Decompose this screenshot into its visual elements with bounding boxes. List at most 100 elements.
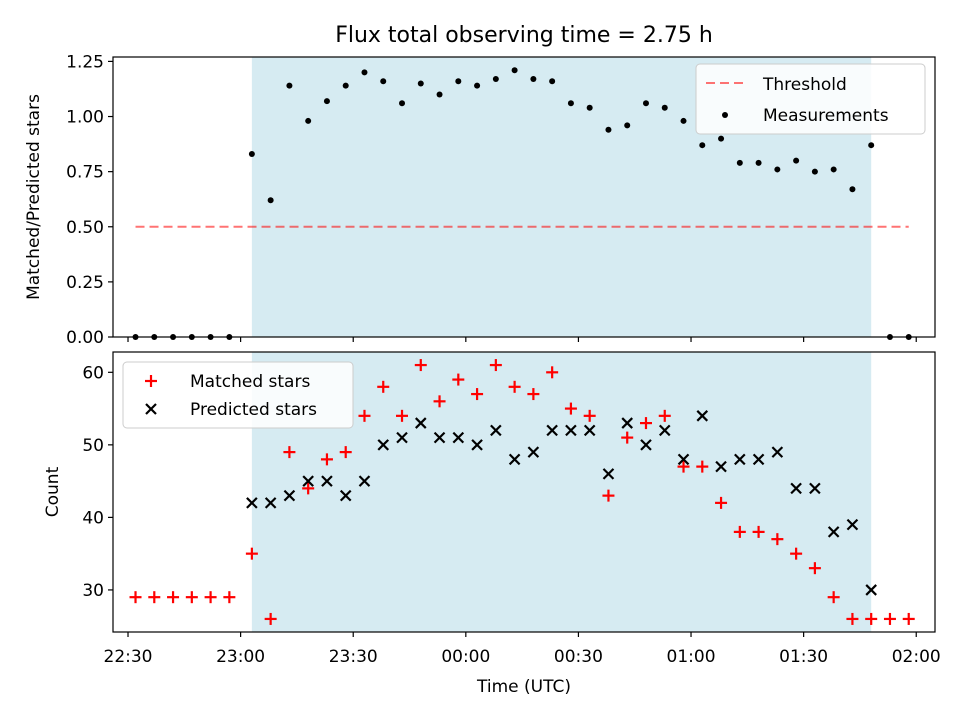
measurement-point — [474, 82, 481, 89]
predicted-star-point — [246, 497, 258, 509]
legend-predicted-label: Predicted stars — [190, 400, 317, 420]
measurement-point — [305, 117, 312, 124]
predicted-star-point — [471, 439, 483, 451]
predicted-star-point — [302, 475, 314, 487]
matched-star-point — [696, 460, 709, 473]
matched-star-point — [752, 525, 765, 538]
matched-star-point — [396, 409, 409, 422]
predicted-star-point — [715, 460, 727, 473]
matched-star-point — [583, 409, 596, 422]
measurement-point — [267, 197, 274, 204]
y-tick-label: 1.00 — [66, 108, 104, 128]
measurement-point — [811, 168, 818, 175]
matched-star-point — [452, 373, 465, 386]
legend-measurements-label: Measurements — [763, 106, 889, 126]
bottom-series — [129, 359, 915, 625]
predicted-star-point — [546, 424, 558, 437]
bottom-shaded-span — [251, 352, 872, 632]
predicted-star-point — [583, 424, 596, 437]
matched-star-point — [827, 591, 840, 604]
x-tick-label: 00:30 — [554, 647, 603, 667]
predicted-star-point — [771, 446, 784, 458]
predicted-star-point — [415, 417, 427, 429]
matched-star-point — [715, 496, 728, 509]
top-legend-box — [695, 63, 926, 135]
measurement-point — [549, 78, 556, 85]
matched-star-point — [339, 446, 352, 459]
measurement-point — [342, 82, 349, 89]
matched-star-point — [771, 533, 784, 546]
measurement-point — [718, 135, 725, 142]
measurement-point — [586, 104, 593, 111]
measurement-point — [361, 69, 368, 76]
x-tick-label: 01:30 — [779, 647, 828, 667]
matched-star-point — [733, 525, 746, 538]
measurement-point — [436, 91, 443, 98]
bottom-y-ticks: 30 40 50 60 — [82, 363, 113, 601]
measurement-point — [323, 98, 330, 105]
predicted-star-point — [339, 489, 352, 502]
measurement-point — [774, 166, 781, 173]
predicted-star-point — [621, 417, 633, 429]
measurement-point — [567, 100, 574, 107]
matched-star-point — [546, 366, 559, 379]
chart-title: Flux total observing time = 2.75 h — [335, 23, 713, 48]
matched-star-point — [264, 612, 277, 625]
predicted-star-point — [264, 497, 277, 509]
measurement-point — [380, 78, 387, 85]
predicted-star-point — [658, 424, 671, 437]
x-tick-label: 00:00 — [441, 647, 490, 667]
legend-matched-swatch — [145, 375, 157, 387]
bottom-y-axis-label: Count — [43, 466, 63, 517]
y-tick-label: 60 — [82, 363, 104, 383]
predicted-star-point — [377, 439, 390, 451]
matched-star-point — [283, 446, 296, 459]
measurement-point — [849, 186, 856, 193]
predicted-star-point — [846, 518, 859, 531]
matched-star-point — [414, 359, 427, 372]
legend-measurements-swatch — [722, 112, 728, 118]
x-tick-label: 23:00 — [216, 647, 265, 667]
matched-star-point — [204, 591, 217, 604]
top-y-axis-label: Matched/Predicted stars — [24, 94, 44, 300]
x-tick-label: 01:00 — [667, 647, 716, 667]
measurement-point — [417, 80, 424, 87]
predicted-star-point — [527, 446, 540, 458]
measurement-point — [868, 142, 875, 149]
matched-star-point — [883, 612, 896, 625]
top-y-ticks: 0.00 0.25 0.50 0.75 1.00 1.25 — [66, 52, 113, 348]
legend-threshold-label: Threshold — [762, 75, 847, 95]
predicted-star-point — [865, 584, 877, 596]
matched-star-point — [302, 482, 315, 495]
matched-star-point — [377, 380, 390, 393]
measurement-point — [455, 78, 462, 85]
matched-star-point — [489, 359, 502, 372]
predicted-star-point — [358, 475, 371, 487]
matched-star-point — [621, 431, 634, 444]
x-tick-label: 23:30 — [329, 647, 378, 667]
matched-star-point — [564, 402, 577, 415]
x-tick-label: 22:30 — [104, 647, 153, 667]
legend-matched-label: Matched stars — [190, 372, 310, 392]
bottom-plot-frame — [112, 351, 936, 633]
top-legend: Threshold Measurements — [695, 63, 926, 135]
y-tick-label: 0.25 — [66, 273, 104, 293]
predicted-star-point — [452, 431, 465, 444]
measurement-point — [399, 100, 406, 107]
x-axis-label: Time (UTC) — [476, 677, 571, 697]
measurement-point — [286, 82, 293, 89]
measurement-point — [830, 166, 837, 173]
y-tick-label: 0.75 — [66, 163, 104, 183]
measurement-point — [736, 159, 743, 166]
legend-predicted-swatch — [145, 403, 157, 415]
bottom-legend-box — [122, 361, 354, 429]
matched-star-point — [148, 591, 161, 604]
predicted-star-point — [827, 526, 840, 538]
matched-star-point — [846, 612, 859, 625]
matched-star-point — [245, 547, 258, 560]
predicted-star-point — [734, 453, 746, 466]
matched-star-point — [527, 388, 540, 401]
predicted-star-point — [696, 410, 709, 422]
measurement-point — [492, 76, 499, 83]
